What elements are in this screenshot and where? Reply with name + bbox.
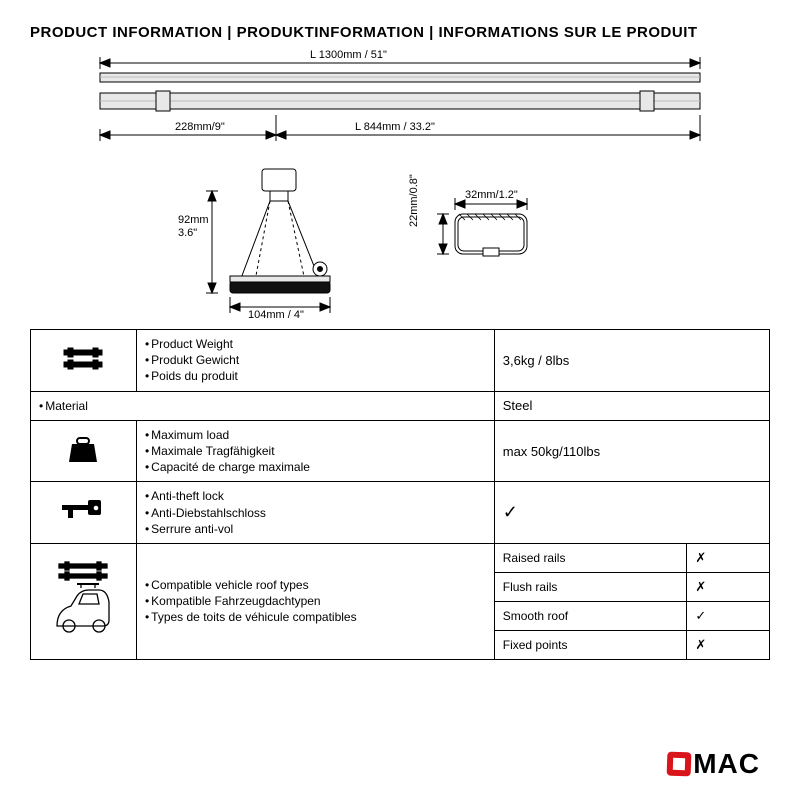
weight-value: 3,6kg / 8lbs (494, 330, 769, 392)
material-labels: Material (31, 391, 495, 420)
row-material: Material Steel (31, 391, 770, 420)
roof-labels: Compatible vehicle roof types Kompatible… (136, 543, 494, 659)
row-weight: Product Weight Produkt Gewicht Poids du … (31, 330, 770, 392)
row-lock: Anti-theft lock Anti-Diebstahlschloss Se… (31, 482, 770, 544)
dim-profile-height: 22mm/0.8" (408, 174, 420, 227)
dim-total-length: L 1300mm / 51" (310, 49, 387, 61)
roof-val-0: ✗ (687, 543, 770, 572)
lock-labels: Anti-theft lock Anti-Diebstahlschloss Se… (136, 482, 494, 544)
roof-type-3: Fixed points (494, 630, 687, 659)
dim-profile-width: 32mm/1.2" (465, 189, 518, 201)
weight-icon (31, 330, 137, 392)
brand-logo: MAC (667, 748, 760, 780)
weight-labels: Product Weight Produkt Gewicht Poids du … (136, 330, 494, 392)
maxload-labels: Maximum load Maximale Tragfähigkeit Capa… (136, 420, 494, 482)
roof-type-0: Raised rails (494, 543, 687, 572)
dim-offset-228: 228mm/9" (175, 121, 225, 133)
lock-icon (31, 482, 137, 544)
logo-text: MAC (693, 748, 760, 780)
roof-type-2: Smooth roof (494, 601, 687, 630)
technical-diagram: L 1300mm / 51" 228mm/9" L 844mm / 33.2" … (0, 49, 800, 329)
maxload-value: max 50kg/110lbs (494, 420, 769, 482)
roof-val-1: ✗ (687, 572, 770, 601)
roof-val-3: ✗ (687, 630, 770, 659)
dim-foot-height: 92mm 3.6" (178, 214, 209, 240)
material-value: Steel (494, 391, 769, 420)
roof-type-1: Flush rails (494, 572, 687, 601)
maxload-icon (31, 420, 137, 482)
dim-foot-width: 104mm / 4" (248, 309, 304, 321)
roof-val-2: ✓ (687, 601, 770, 630)
lock-value: ✓ (494, 482, 769, 544)
dim-inner-length: L 844mm / 33.2" (355, 121, 435, 133)
logo-o-icon (667, 752, 692, 777)
row-maxload: Maximum load Maximale Tragfähigkeit Capa… (31, 420, 770, 482)
page-title: PRODUCT INFORMATION | PRODUKTINFORMATION… (0, 0, 800, 49)
spec-table: Product Weight Produkt Gewicht Poids du … (30, 329, 770, 660)
row-roof-0: Compatible vehicle roof types Kompatible… (31, 543, 770, 572)
roof-icon (31, 543, 137, 659)
